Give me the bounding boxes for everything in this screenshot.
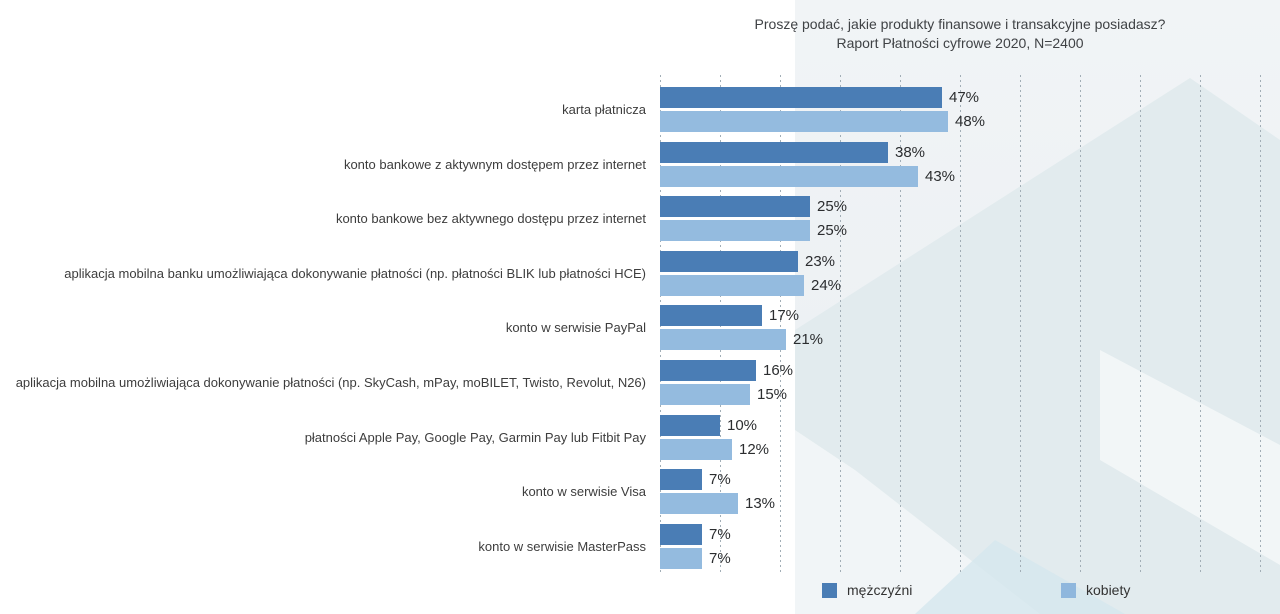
value-label-men: 10% (727, 417, 758, 434)
category-label: konto w serwisie Visa (521, 484, 646, 499)
bar-women (660, 111, 948, 132)
value-label-women: 21% (793, 331, 824, 348)
value-label-men: 7% (709, 526, 731, 543)
bar-women (660, 384, 750, 405)
value-label-men: 7% (709, 471, 731, 488)
gridline (780, 75, 781, 572)
value-label-women: 25% (817, 222, 848, 239)
category-label: karta płatnicza (562, 102, 646, 117)
value-label-men: 17% (769, 307, 800, 324)
bar-men (660, 305, 762, 326)
chart-title-line2: Raport Płatności cyfrowe 2020, N=2400 (836, 35, 1084, 51)
bar-men (660, 196, 810, 217)
bar-women (660, 220, 810, 241)
category-label: konto bankowe bez aktywnego dostępu prze… (335, 211, 646, 226)
gridline (900, 75, 901, 572)
gridline (1260, 75, 1261, 572)
legend-swatch-women (1061, 582, 1076, 598)
value-label-women: 24% (811, 277, 842, 294)
bar-women (660, 548, 702, 569)
value-label-men: 38% (895, 144, 926, 161)
value-label-men: 25% (817, 198, 848, 215)
gridline (1200, 75, 1201, 572)
gridline (1020, 75, 1021, 572)
chart-title: Proszę podać, jakie produkty finansowe i… (660, 15, 1260, 53)
value-label-women: 15% (757, 386, 788, 403)
bar-women (660, 493, 738, 514)
category-label: konto w serwisie PayPal (505, 320, 646, 335)
bar-women (660, 439, 732, 460)
legend-item-women: kobiety (1061, 582, 1130, 598)
bar-men (660, 524, 702, 545)
background-panel (795, 0, 1280, 614)
value-label-women: 43% (925, 168, 956, 185)
category-label: konto w serwisie MasterPass (478, 539, 646, 554)
gridline (840, 75, 841, 572)
chart-title-line1: Proszę podać, jakie produkty finansowe i… (754, 16, 1166, 32)
gridline (1140, 75, 1141, 572)
category-label: konto bankowe z aktywnym dostępem przez … (343, 157, 646, 172)
bar-women (660, 275, 804, 296)
legend-label-women: kobiety (1086, 582, 1131, 598)
value-label-women: 12% (739, 441, 770, 458)
gridline (1080, 75, 1081, 572)
value-label-women: 13% (745, 495, 776, 512)
bar-men (660, 360, 756, 381)
bar-women (660, 166, 918, 187)
value-label-men: 16% (763, 362, 794, 379)
gridline (960, 75, 961, 572)
category-label: aplikacja mobilna umożliwiająca dokonywa… (15, 375, 646, 390)
bar-men (660, 415, 720, 436)
value-label-men: 47% (949, 89, 980, 106)
bar-men (660, 142, 888, 163)
value-label-women: 7% (709, 550, 731, 567)
bar-women (660, 329, 786, 350)
value-label-women: 48% (955, 113, 986, 130)
category-label: aplikacja mobilna banku umożliwiająca do… (64, 266, 646, 281)
value-label-men: 23% (805, 253, 836, 270)
bar-men (660, 251, 798, 272)
legend-swatch-men (822, 582, 837, 598)
bar-men (660, 87, 942, 108)
category-label: płatności Apple Pay, Google Pay, Garmin … (304, 430, 646, 445)
legend-item-men: mężczyźni (822, 582, 912, 598)
bar-men (660, 469, 702, 490)
legend-label-men: mężczyźni (847, 582, 913, 598)
